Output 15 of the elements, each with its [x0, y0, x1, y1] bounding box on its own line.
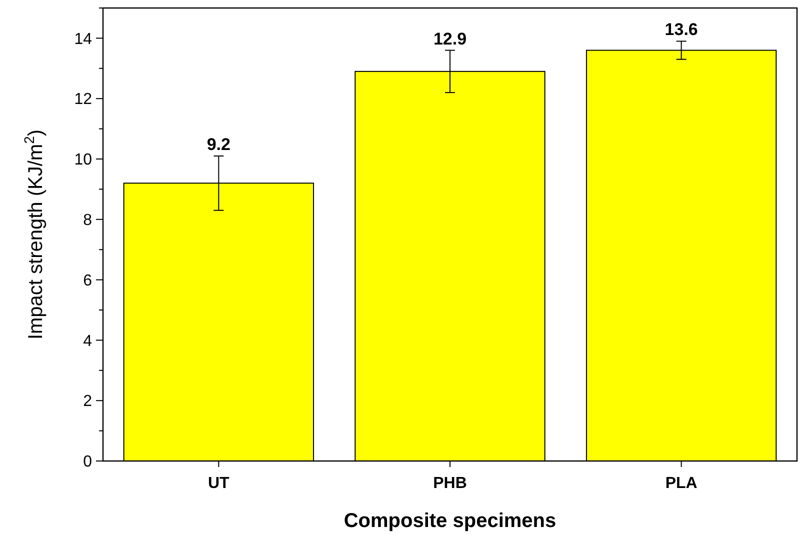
y-tick-label: 12 [74, 91, 92, 108]
x-axis-title: Composite specimens [344, 510, 556, 532]
y-tick-label: 0 [83, 454, 92, 471]
y-tick-label: 6 [83, 272, 92, 290]
y-tick-label: 14 [74, 30, 92, 48]
y-tick-label: 8 [83, 212, 92, 229]
y-tick-label: 10 [74, 152, 92, 169]
data-label: 12.9 [433, 29, 467, 48]
data-label: 13.6 [664, 20, 698, 40]
x-tick-label: PLA [665, 475, 698, 492]
data-label: 9.2 [206, 134, 230, 154]
x-tick-label: UT [208, 475, 230, 492]
y-tick-label: 4 [83, 332, 92, 350]
y-tick-label: 2 [83, 393, 92, 410]
x-tick-label: PHB [433, 475, 467, 492]
